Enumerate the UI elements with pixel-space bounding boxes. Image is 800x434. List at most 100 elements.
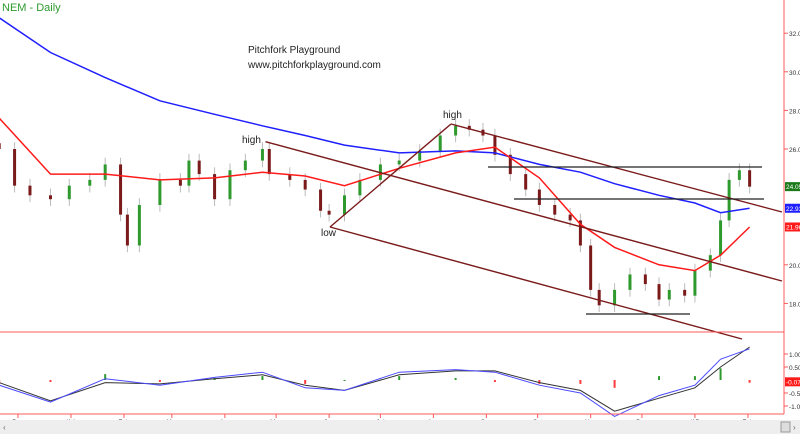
histogram-bar [719, 368, 722, 380]
histogram-bar [493, 380, 496, 382]
candle [524, 174, 528, 190]
candle [0, 143, 1, 149]
scroll-right-icon[interactable]: › [793, 423, 796, 432]
candle [727, 179, 731, 221]
candle [667, 289, 671, 300]
y-tick-label: 18.00 [789, 301, 800, 308]
candle [683, 289, 687, 296]
candle [137, 204, 141, 246]
histogram-bar [261, 376, 264, 380]
candle [13, 149, 17, 186]
histogram-bar [454, 378, 457, 380]
candle [493, 135, 497, 155]
moving-average-blue [0, 17, 750, 214]
macd-tick-label: -1.00 [789, 404, 800, 411]
candle [197, 160, 201, 175]
candle [67, 185, 71, 200]
candle [119, 164, 123, 215]
candle [628, 274, 632, 290]
last-value-badge [785, 182, 800, 192]
pitchfork-line-low [329, 226, 743, 340]
candle [342, 195, 346, 215]
chart-title: NEM - Daily [2, 2, 61, 14]
candle [260, 149, 264, 161]
last-value-label: 21.96 [786, 224, 800, 231]
last-value-label: 24.05 [786, 184, 800, 191]
candle [28, 185, 32, 196]
candle [103, 164, 107, 180]
last-value-label: -0.07 [786, 379, 800, 386]
annotation-low: low [321, 228, 337, 239]
macd-line [0, 348, 750, 417]
candle [708, 255, 712, 271]
histogram-bar [158, 380, 161, 382]
histogram-bar [304, 380, 307, 384]
last-value-badge [785, 222, 800, 232]
last-value-label: 22.93 [786, 206, 800, 213]
candle [748, 170, 752, 187]
scrollbar-thumb[interactable] [780, 421, 791, 433]
y-tick-label: 26.00 [789, 147, 800, 154]
candle [737, 170, 741, 180]
y-tick-label: 30.00 [789, 70, 800, 77]
last-value-badges: 24.05 22.93 21.96 -0.07 [785, 182, 800, 387]
candle [397, 160, 401, 165]
y-axis-ticks: 32.00 30.00 28.00 26.00 20.00 18.00 1.00 0.50 -0… [784, 31, 800, 411]
candle [303, 179, 307, 190]
scroll-left-icon[interactable]: ‹ [3, 423, 6, 432]
watermark-url: www.pitchforkplayground.com [247, 60, 381, 71]
candle [719, 220, 723, 256]
candle [438, 135, 442, 151]
macd-tick-label: -0.50 [789, 391, 800, 398]
horizontal-levels [488, 166, 764, 315]
pitchfork-line-april-high [265, 141, 783, 282]
watermark-title: Pitchfork Playground [248, 45, 340, 56]
candle [48, 195, 52, 200]
annotation-high-april: high [242, 135, 261, 146]
histogram-bar [579, 380, 582, 384]
annotation-high-august: high [443, 110, 462, 121]
candle [508, 154, 512, 175]
histogram-bar [104, 374, 107, 380]
candle [597, 289, 601, 306]
last-value-badge [785, 377, 800, 387]
candle [467, 125, 471, 130]
pitchfork [265, 123, 783, 340]
macd-tick-label: 0.50 [789, 365, 800, 372]
histogram-bar [748, 380, 751, 383]
histogram-bar [343, 380, 346, 381]
histogram-bar [49, 380, 52, 382]
candle [213, 174, 217, 200]
macd-tick-label: 1.00 [789, 352, 800, 359]
candle [613, 289, 617, 306]
candle [568, 214, 572, 221]
histogram-bar [613, 380, 616, 388]
candle [267, 149, 271, 175]
candle [358, 179, 362, 196]
candle [288, 174, 292, 180]
candle [319, 189, 323, 211]
macd-histogram [0, 368, 751, 388]
pitchfork-line-august-high [450, 123, 783, 213]
moving-average-red [0, 117, 751, 272]
histogram-bar [693, 376, 696, 380]
last-value-badge [785, 203, 800, 213]
histogram-bar [398, 376, 401, 380]
candle [537, 189, 541, 205]
candle [418, 150, 422, 161]
candle [125, 214, 129, 246]
horizontal-scrollbar[interactable] [0, 420, 800, 434]
candle [158, 179, 162, 205]
y-tick-label: 28.00 [789, 108, 800, 115]
candle [693, 270, 697, 296]
y-tick-label: 20.00 [789, 263, 800, 270]
candle [243, 160, 247, 171]
candle [643, 274, 647, 285]
candle [578, 220, 582, 246]
candle [327, 210, 331, 215]
candle [88, 179, 92, 186]
candle [553, 204, 557, 215]
histogram-bar [658, 376, 661, 380]
histogram-bar [538, 380, 541, 384]
